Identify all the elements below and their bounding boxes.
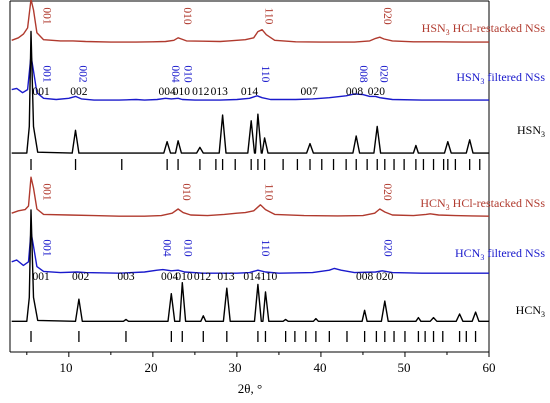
legend-hsn-filtered: HSN3 filtered NSs (456, 70, 545, 86)
series-6-peak-label: 014 (243, 271, 261, 283)
legend-hcn-sub: 3 (541, 310, 545, 319)
series-2-peak-label: 008 (357, 65, 369, 83)
legend-hcn-filtered-sub: 3 (480, 253, 484, 262)
legend-hcn-restacked-main: HCN (420, 196, 446, 210)
legend-hsn-filtered-main: HSN (456, 70, 480, 84)
series-3-peak-label: 001 (32, 86, 50, 98)
legend-hcn-restacked-rest: HCl-restacked NSs (450, 196, 546, 210)
series-6-peak-label: 008 (356, 271, 374, 283)
series-1-peak-label: 020 (381, 7, 393, 25)
series-4-peak-label: 001 (40, 183, 52, 201)
series-2-peak-label: 001 (40, 65, 52, 83)
series-2-peak-label: 002 (77, 65, 89, 83)
series-3-peak-label: 012 (192, 86, 210, 98)
series-layer (11, 0, 490, 322)
x-tick-label-20: 20 (145, 360, 158, 375)
series-2-peak-label: 010 (182, 65, 194, 83)
series-1-line (11, 0, 489, 43)
series-5-peak-label: 110 (259, 240, 271, 257)
x-axis-ticks (26, 352, 490, 357)
plot-frame (9, 0, 490, 353)
series-2-peak-label: 110 (259, 66, 271, 83)
series-3-peak-label: 004 (159, 86, 177, 98)
series-3-line (11, 30, 489, 154)
x-tick-label-10: 10 (60, 360, 73, 375)
legend-hsn-restacked-sub: 3 (446, 28, 450, 37)
series-4-peak-label: 020 (381, 183, 393, 201)
reference-ticks-layer (30, 159, 481, 342)
x-tick-label-40: 40 (314, 360, 327, 375)
legend-hcn-main: HCN (516, 303, 542, 317)
legend-hcn-filtered-main: HCN (455, 246, 481, 260)
legend-hcn-restacked-sub: 3 (446, 203, 450, 212)
series-6-peak-label: 004 (161, 271, 179, 283)
legend-hsn: HSN3 (517, 123, 545, 139)
series-3-peak-label: 010 (173, 86, 191, 98)
series-3-peak-label: 007 (301, 86, 319, 98)
x-tick-label-30: 30 (229, 360, 242, 375)
legend-hsn-filtered-rest: filtered NSs (484, 70, 545, 84)
series-3-peak-label: 020 (368, 86, 386, 98)
series-6-peak-label: 003 (117, 271, 135, 283)
legend-hcn-restacked: HCN3 HCl-restacked NSs (420, 196, 545, 212)
series-5-peak-label: 004 (161, 239, 173, 257)
legend-hcn-filtered-rest: filtered NSs (484, 246, 545, 260)
x-axis-title: 2θ, ° (238, 381, 262, 396)
series-5-peak-label: 020 (382, 239, 394, 257)
series-4-peak-label: 110 (262, 184, 274, 201)
series-6-peak-label: 001 (32, 271, 50, 283)
series-2-line (11, 54, 489, 101)
series-6-line (11, 209, 489, 322)
series-5-peak-label: 010 (182, 239, 194, 257)
series-6-peak-label: 013 (217, 271, 235, 283)
series-6-peak-label: 012 (194, 271, 212, 283)
x-tick-label-60: 60 (483, 360, 496, 375)
series-3-peak-label: 008 (346, 86, 364, 98)
series-2-peak-label: 020 (377, 65, 389, 83)
series-1-peak-label: 010 (181, 7, 193, 25)
series-6-peak-label: 002 (72, 271, 90, 283)
x-axis: 10 20 30 40 50 60 2θ, ° (26, 352, 496, 396)
legend-hcn: HCN3 (516, 303, 545, 319)
series-1-peak-label: 110 (262, 8, 274, 25)
series-3-peak-label: 013 (211, 86, 229, 98)
series-1-peak-label: 001 (40, 7, 52, 25)
legend-hsn-main: HSN (517, 123, 541, 137)
series-4-peak-label: 010 (180, 183, 192, 201)
series-4-line (11, 176, 490, 217)
series-5-peak-label: 001 (40, 239, 52, 257)
series-6-peak-label: 020 (376, 271, 394, 283)
legend-hsn-restacked-main: HSN (422, 21, 446, 35)
series-2-peak-label: 004 (169, 65, 181, 83)
series-6-peak-label: 010 (175, 271, 193, 283)
x-tick-label-50: 50 (398, 360, 411, 375)
legend-hcn-filtered: HCN3 filtered NSs (455, 246, 545, 262)
series-3-peak-label: 014 (241, 86, 259, 98)
legend-hsn-restacked: HSN3 HCl-restacked NSs (422, 21, 546, 37)
series-6-peak-label: 110 (260, 271, 277, 283)
series-legend-labels: HSN3 HCl-restacked NSs HSN3 filtered NSs… (420, 21, 545, 319)
legend-hsn-filtered-sub: 3 (480, 77, 484, 86)
series-3-peak-label: 002 (70, 86, 88, 98)
legend-hsn-sub: 3 (541, 130, 545, 139)
series-5-line (11, 231, 489, 274)
legend-hsn-restacked-rest: HCl-restacked NSs (450, 21, 546, 35)
